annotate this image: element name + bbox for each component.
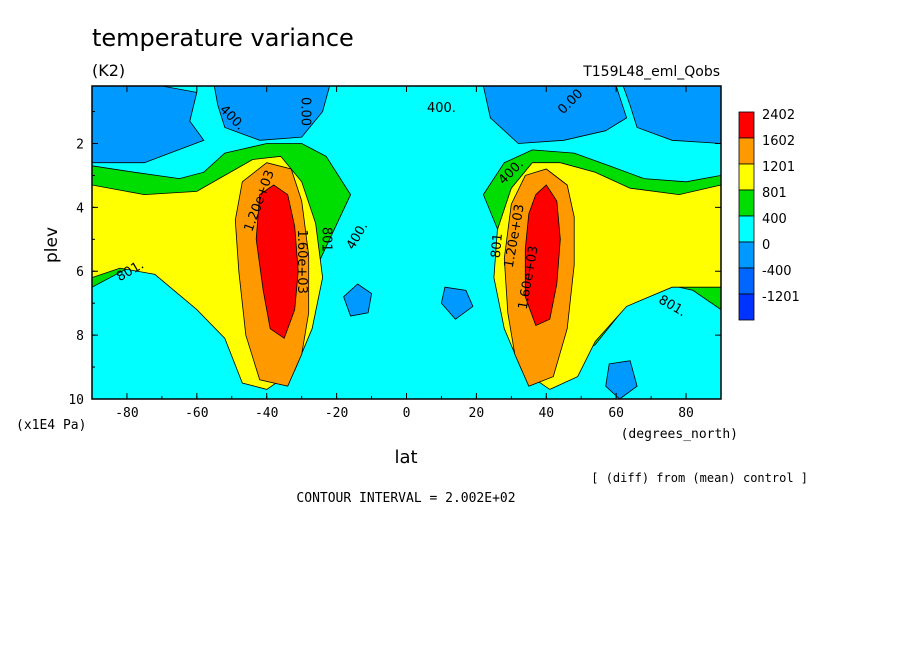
contour-region-18 (524, 184, 561, 327)
colorbar-label: -1201 (762, 290, 800, 305)
contour-region-5 (213, 85, 331, 141)
y-axis: 2 4 6 8 10 (68, 111, 721, 408)
run-label: T159L48_eml_Qobs (582, 64, 720, 80)
chart-title: temperature variance (92, 24, 354, 52)
colorbar-swatch (738, 189, 755, 217)
colorbar-label: 1201 (762, 160, 795, 175)
x-tick-label: 0 (403, 406, 411, 421)
colorbar: 2402 1602 1201 801 400 0 -400 -1201 (738, 108, 800, 321)
colorbar-swatch (738, 111, 755, 139)
x-tick-label: -20 (325, 406, 348, 421)
contour-label-7: 801 (319, 227, 334, 252)
x-tick-label: 60 (608, 406, 624, 421)
colorbar-swatch (738, 293, 755, 321)
colorbar-label: 2402 (762, 108, 795, 123)
colorbar-label: 400 (762, 212, 787, 227)
x-axis-units: (degrees_north) (621, 427, 738, 442)
contour-region-10 (605, 360, 638, 400)
colorbar-label: 0 (762, 238, 770, 253)
x-tick-label: -40 (255, 406, 278, 421)
x-tick-label: 20 (469, 406, 485, 421)
contour-region-4 (91, 85, 205, 164)
x-tick-label: 40 (538, 406, 554, 421)
chart-units: (K2) (92, 61, 125, 80)
colorbar-swatch (738, 137, 755, 165)
x-axis: -80 -60 -40 -20 0 20 40 60 80 (91, 86, 722, 421)
colorbar-label: 1602 (762, 134, 795, 149)
colorbar-swatch (738, 241, 755, 269)
colorbar-swatch (738, 163, 755, 191)
contour-region-6 (482, 85, 628, 144)
colorbar-label: -400 (762, 264, 792, 279)
contour-label-6: 1.60e+03 (294, 229, 309, 293)
colorbar-label: 801 (762, 186, 787, 201)
y-tick-label: 6 (76, 265, 84, 280)
y-tick-label: 2 (76, 137, 84, 152)
contour-label-1: 0.00 (298, 97, 313, 126)
y-tick-label: 4 (76, 201, 84, 216)
x-tick-label: -60 (185, 406, 208, 421)
y-axis-label: plev (42, 227, 62, 263)
y-axis-units: (x1E4 Pa) (16, 418, 86, 433)
y-tick-label: 8 (76, 329, 84, 344)
contour-region-9 (440, 286, 474, 320)
contour-region-17 (255, 184, 299, 339)
colorbar-swatch (738, 215, 755, 243)
x-tick-label: 80 (678, 406, 694, 421)
contour-label-9: 801 (489, 233, 506, 259)
x-tick-label: -80 (115, 406, 138, 421)
contour-label-2: 400. (427, 101, 456, 116)
contour-interval: CONTOUR INTERVAL = 2.002E+02 (296, 491, 515, 506)
contour-fill-layer (91, 85, 722, 400)
footer-note: [ (diff) from (mean) control ] (591, 471, 808, 485)
y-tick-label: 10 (68, 393, 84, 408)
colorbar-swatch (738, 267, 755, 295)
x-axis-label: lat (394, 447, 417, 468)
contour-region-8 (343, 283, 373, 317)
